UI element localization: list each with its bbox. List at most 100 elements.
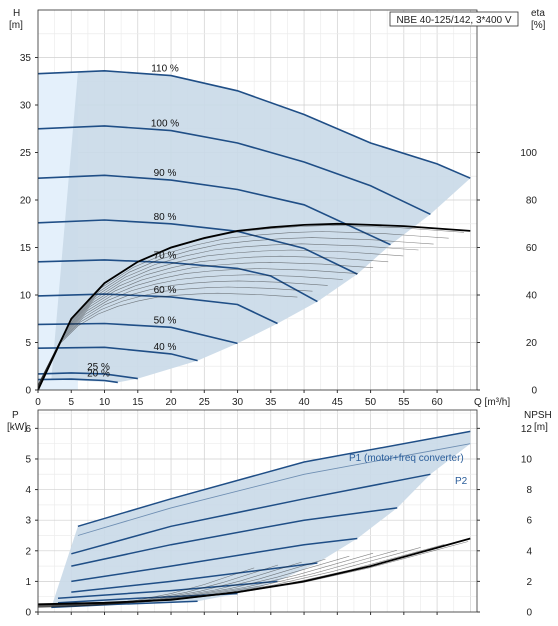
upper-right-tick-label: 20 (526, 338, 538, 349)
upper-left-tick-label: 30 (20, 101, 32, 112)
head-curve-label: 25 % (87, 362, 110, 373)
head-curve-label: 60 % (154, 285, 177, 296)
lower-left-tick-label: 3 (25, 516, 31, 527)
head-curve-80 (37, 219, 358, 275)
efficiency-curve (37, 292, 298, 385)
power-curve (71, 537, 358, 583)
efficiency-curve (37, 268, 358, 387)
head-curve-20 (37, 378, 118, 384)
lower-right-axis-label-line2: [m] (534, 422, 548, 433)
lower-right-tick-label: 4 (526, 546, 532, 557)
power-curve (71, 473, 431, 555)
upper-series-labels: 110 % 100 % 90 % 80 % 70 % 60 % 50 % 40 % 25 %20… (87, 64, 179, 380)
upper-axes: 0 5 10 15 20 25 30 35 0 20 40 60 80 100 0 5 10 15 20 25 30 35… (20, 9, 538, 408)
x-tick-label: 50 (365, 397, 377, 408)
head-curve-label: 110 % (151, 64, 179, 75)
power-curve-label-p1: P1 (motor+freq converter) (349, 453, 464, 464)
lower-left-tick-label: 5 (25, 454, 31, 465)
power-curve (77, 430, 471, 528)
x-tick-label: 20 (165, 397, 177, 408)
efficiency-curve (37, 231, 449, 390)
head-curve-110 (37, 69, 471, 179)
efficiency-curve (37, 261, 374, 388)
lower-left-tick-label: 0 (25, 608, 31, 619)
head-curve-90 (37, 174, 391, 246)
head-curve-50 (37, 322, 238, 345)
lower-left-axis-label-line1: P (12, 410, 19, 421)
upper-left-tick-label: 20 (20, 196, 32, 207)
lower-right-tick-label: 12 (521, 424, 533, 435)
title-box-frame (389, 11, 519, 27)
lower-left-tick-label: 6 (25, 424, 31, 435)
head-curve-label: 20 % (87, 369, 110, 380)
upper-left-axis-label-line1: H (13, 8, 20, 19)
chart-title: NBE 40-125/142, 3*400 V (396, 15, 511, 26)
x-tick-label: 5 (68, 397, 74, 408)
lower-right-tick-label: 2 (526, 577, 532, 588)
efficiency-curve (37, 243, 419, 389)
x-tick-label: 60 (432, 397, 444, 408)
x-tick-label: 35 (265, 397, 277, 408)
head-curve-40 (37, 346, 198, 362)
efficiency-curve (37, 237, 434, 390)
x-tick-label: 55 (398, 397, 410, 408)
upper-left-tick-label: 25 (20, 148, 32, 159)
head-curve-label: 80 % (154, 212, 177, 223)
head-curve-100 (37, 125, 431, 216)
lower-right-axis-label-line1: NPSH (524, 410, 552, 421)
lower-operating-zone (51, 431, 471, 608)
head-curve-label: 50 % (154, 315, 177, 326)
head-curve-label: 70 % (154, 251, 177, 262)
power-curve (71, 507, 398, 567)
upper-right-tick-label: 0 (531, 386, 537, 397)
power-curve (57, 580, 278, 599)
upper-right-tick-label: 40 (526, 291, 538, 302)
x-tick-label: 25 (199, 397, 211, 408)
power-curve (77, 443, 471, 536)
title-box: NBE 40-125/142, 3*400 V (389, 11, 519, 27)
x-tick-label: 45 (332, 397, 344, 408)
lower-left-tick-label: 2 (25, 546, 31, 557)
efficiency-curve (37, 286, 313, 386)
lower-left-axis-label-line2: [kW] (7, 422, 27, 433)
x-tick-label: 15 (132, 397, 144, 408)
npsh-curve-main (37, 537, 471, 606)
lower-right-tick-label: 8 (526, 485, 532, 496)
upper-left-tick-label: 15 (20, 243, 32, 254)
lower-right-tick-label: 0 (526, 608, 532, 619)
upper-operating-area (38, 70, 471, 390)
efficiency-curve (37, 280, 328, 386)
head-curve-label: 90 % (154, 168, 177, 179)
upper-right-tick-label: 80 (526, 196, 538, 207)
head-curve-60 (37, 293, 278, 325)
head-curve-70 (37, 259, 318, 303)
upper-left-axis-label-line2: [m] (9, 20, 23, 31)
x-tick-label: 30 (232, 397, 244, 408)
lower-series-lines (37, 430, 471, 609)
efficiency-curve (37, 255, 389, 388)
head-curve-label: 100 % (151, 119, 179, 130)
head-curve-25 (37, 372, 138, 380)
x-tick-label: 0 (35, 397, 41, 408)
lower-left-tick-label: 4 (25, 485, 31, 496)
lower-series-labels: P1 (motor+freq converter) P2 (349, 453, 468, 487)
efficiency-curve-main (37, 222, 471, 391)
x-tick-label: 10 (99, 397, 111, 408)
upper-left-tick-label: 35 (20, 53, 32, 64)
lower-right-tick-label: 10 (521, 454, 533, 465)
upper-right-tick-label: 100 (520, 148, 537, 159)
head-curve-label: 40 % (154, 342, 177, 353)
upper-right-tick-label: 60 (526, 243, 538, 254)
upper-left-tick-label: 0 (25, 386, 31, 397)
upper-left-tick-label: 10 (20, 291, 32, 302)
upper-operating-zone (51, 70, 471, 383)
upper-left-tick-label: 5 (25, 338, 31, 349)
upper-right-axis-label-line2: [%] (531, 20, 546, 31)
efficiency-curve (37, 249, 404, 389)
power-curve-label-p2: P2 (455, 476, 468, 487)
lower-left-tick-label: 1 (25, 577, 31, 588)
lower-right-tick-label: 6 (526, 516, 532, 527)
x-axis-label: Q [m³/h] (474, 397, 510, 408)
